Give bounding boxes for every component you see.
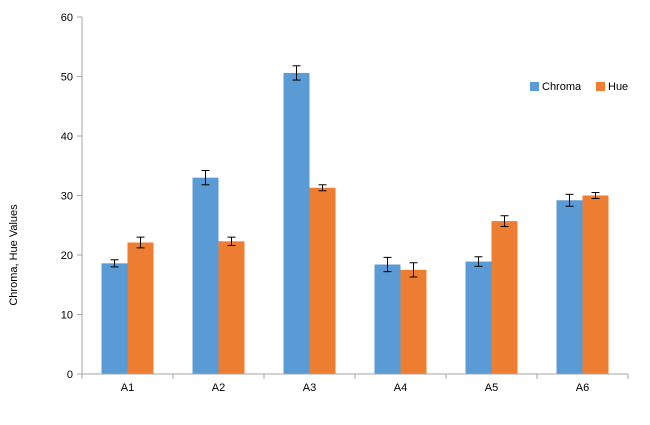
bar-chroma-a5 bbox=[465, 261, 492, 374]
y-tick-label: 60 bbox=[61, 12, 73, 24]
y-axis-ticks: 0 10 20 30 40 50 60 bbox=[61, 12, 82, 381]
x-axis-labels: A1 A2 A3 A4 A5 A6 bbox=[121, 382, 589, 394]
y-tick-label: 30 bbox=[61, 191, 73, 203]
bar-hue-a5 bbox=[491, 221, 518, 374]
bar-hue-a2 bbox=[218, 241, 245, 374]
legend: Chroma Hue bbox=[530, 81, 628, 93]
bar-hue-a6 bbox=[582, 195, 609, 374]
legend-swatch-hue bbox=[596, 82, 605, 91]
bar-hue-a4 bbox=[400, 269, 427, 374]
x-tick-label: A3 bbox=[303, 382, 316, 394]
y-tick-label: 40 bbox=[61, 131, 73, 143]
y-tick-label: 20 bbox=[61, 250, 73, 262]
bar-chroma-a1 bbox=[101, 263, 128, 374]
bar-hue-a1 bbox=[127, 242, 154, 374]
error-bars-layer bbox=[110, 65, 600, 278]
y-tick-label: 10 bbox=[61, 310, 73, 322]
x-tick-label: A4 bbox=[394, 382, 407, 394]
x-tick-label: A5 bbox=[485, 382, 498, 394]
bar-hue-a3 bbox=[309, 187, 336, 374]
legend-label-chroma: Chroma bbox=[542, 81, 582, 93]
y-tick-label: 0 bbox=[67, 369, 73, 381]
bar-chroma-a4 bbox=[374, 264, 401, 374]
bar-chroma-a6 bbox=[556, 200, 583, 374]
x-tick-label: A2 bbox=[212, 382, 225, 394]
legend-label-hue: Hue bbox=[608, 81, 628, 93]
bars-layer bbox=[101, 72, 609, 375]
legend-swatch-chroma bbox=[530, 82, 539, 91]
y-axis-title: Chroma, Hue Values bbox=[8, 204, 20, 306]
x-tick-label: A1 bbox=[121, 382, 134, 394]
axes-layer bbox=[81, 17, 629, 379]
bar-chroma-a2 bbox=[192, 177, 219, 374]
bar-chroma-a3 bbox=[283, 72, 310, 375]
x-tick-label: A6 bbox=[576, 382, 589, 394]
y-tick-label: 50 bbox=[61, 72, 73, 84]
